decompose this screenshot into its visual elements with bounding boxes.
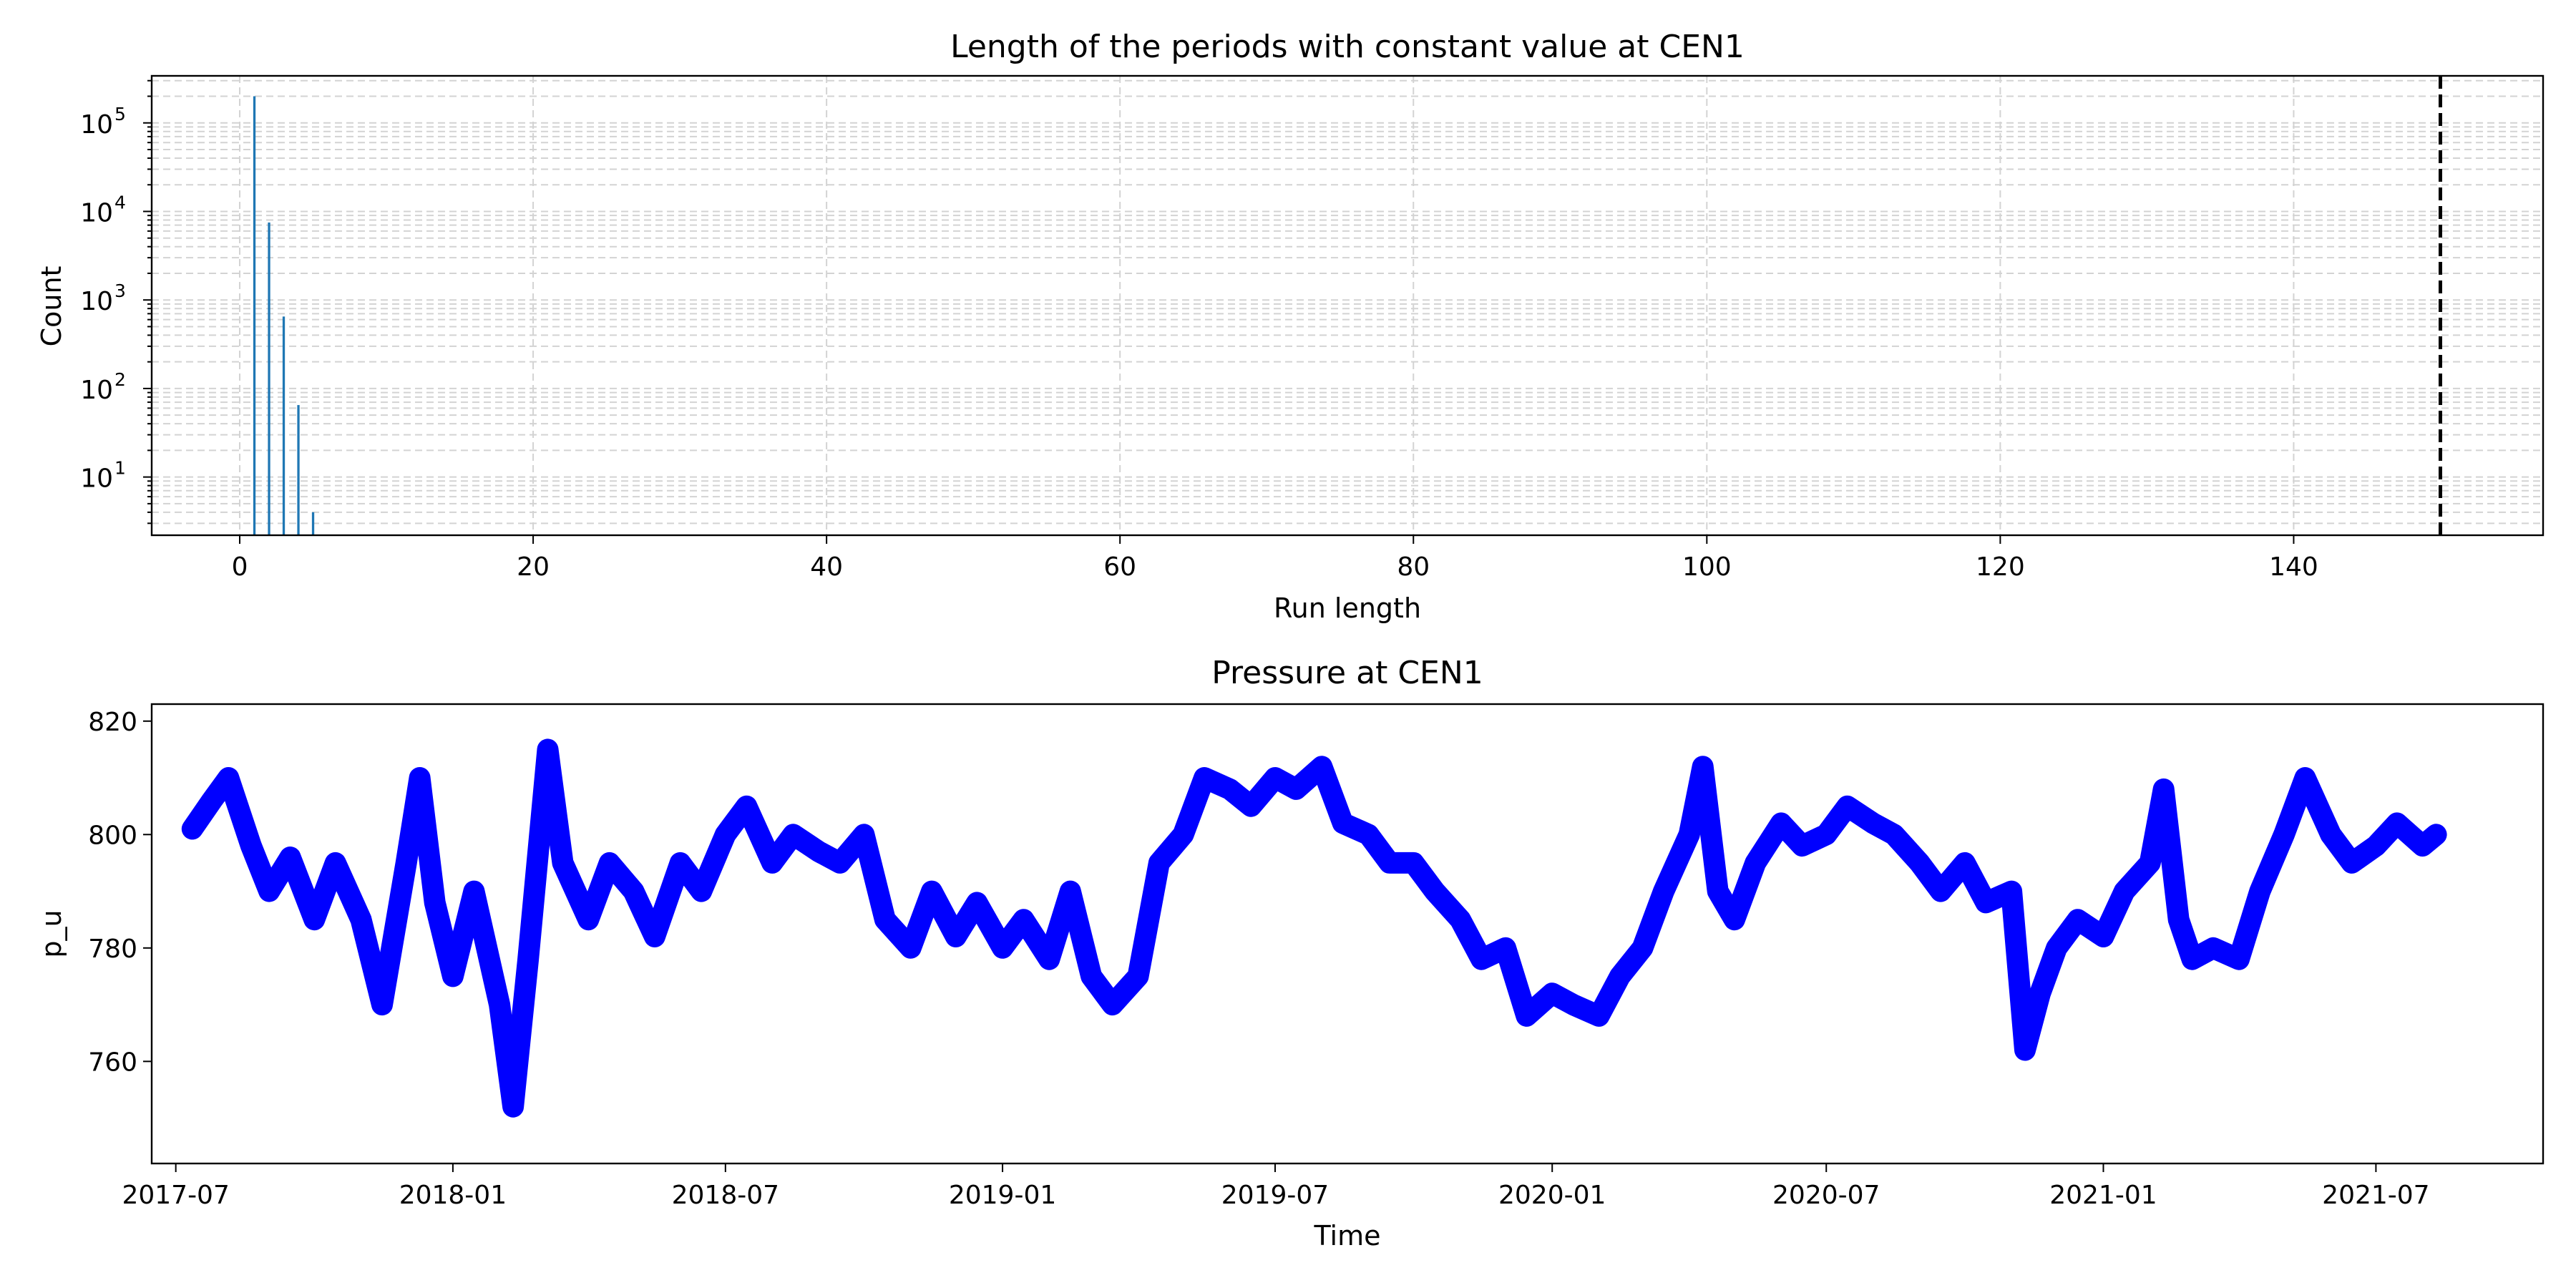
time-tick-label-2021-07: 2021-07 — [2322, 1181, 2429, 1210]
x-tick-label-20: 20 — [517, 552, 550, 582]
bar-run-length-3 — [282, 316, 286, 535]
y-tick-label-1e1: 10 — [80, 464, 113, 494]
pressure-x-ticks: 2017-07 2018-01 2018-07 2019-01 2019-07 2020-… — [122, 1163, 2430, 1210]
histogram-y-label: Count — [36, 266, 67, 347]
pressure-frame — [150, 703, 2545, 1165]
x-tick-label-0: 0 — [232, 552, 248, 582]
y-tick-label-1e3: 10 — [80, 287, 113, 316]
y-tick-exponent-1e3: 3 — [114, 280, 126, 301]
x-tick-label-80: 80 — [1397, 552, 1430, 582]
pressure-tick-label-820: 820 — [88, 708, 137, 737]
y-tick-exponent-1e5: 5 — [114, 104, 126, 125]
bar-run-length-5 — [311, 512, 315, 535]
bar-run-length-2 — [268, 222, 270, 535]
pressure-title: Pressure at CEN1 — [1211, 655, 1483, 691]
time-tick-label-2020-07: 2020-07 — [1772, 1181, 1880, 1210]
histogram-x-ticks: 0 20 40 60 80 100 120 140 — [232, 535, 2318, 582]
y-tick-label-1e2: 10 — [80, 376, 113, 405]
y-tick-label-1e5: 10 — [80, 110, 113, 140]
pressure-tick-label-760: 760 — [88, 1048, 137, 1077]
pressure-tick-label-780: 780 — [88, 935, 137, 964]
x-tick-label-100: 100 — [1682, 552, 1732, 582]
pressure-series-line — [181, 738, 2447, 1118]
histogram-title: Length of the periods with constant valu… — [950, 29, 1745, 65]
time-tick-label-2021-01: 2021-01 — [2049, 1181, 2157, 1210]
histogram-frame — [150, 74, 2545, 537]
pressure-y-label: p_u — [36, 909, 67, 957]
pressure-tick-label-800: 800 — [88, 821, 137, 850]
time-tick-label-2019-07: 2019-07 — [1221, 1181, 1329, 1210]
x-tick-label-40: 40 — [810, 552, 843, 582]
time-tick-label-2020-01: 2020-01 — [1498, 1181, 1606, 1210]
y-tick-exponent-1e4: 4 — [114, 192, 126, 213]
time-tick-label-2018-07: 2018-07 — [672, 1181, 779, 1210]
x-tick-label-60: 60 — [1103, 552, 1136, 582]
bar-run-length-4 — [297, 405, 300, 535]
y-tick-exponent-1e2: 2 — [114, 369, 126, 390]
bar-run-length-1 — [253, 96, 256, 535]
histogram-grid — [152, 76, 2543, 535]
time-tick-label-2019-01: 2019-01 — [949, 1181, 1056, 1210]
pressure-y-ticks: 760 780 800 820 — [88, 708, 152, 1077]
histogram-bars — [253, 96, 315, 535]
time-tick-label-2018-01: 2018-01 — [399, 1181, 507, 1210]
y-tick-label-1e4: 10 — [80, 198, 113, 228]
pressure-panel: Pressure at CEN1 2017-07 2018-01 2018-07 20… — [36, 655, 2545, 1252]
time-tick-label-2017-07: 2017-07 — [122, 1181, 229, 1210]
histogram-x-label: Run length — [1274, 592, 1421, 624]
histogram-panel: Length of the periods with constant valu… — [36, 29, 2545, 624]
pressure-x-label: Time — [1314, 1220, 1381, 1252]
x-tick-label-140: 140 — [2269, 552, 2318, 582]
y-tick-exponent-1e1: 1 — [114, 458, 126, 479]
x-tick-label-120: 120 — [1976, 552, 2025, 582]
